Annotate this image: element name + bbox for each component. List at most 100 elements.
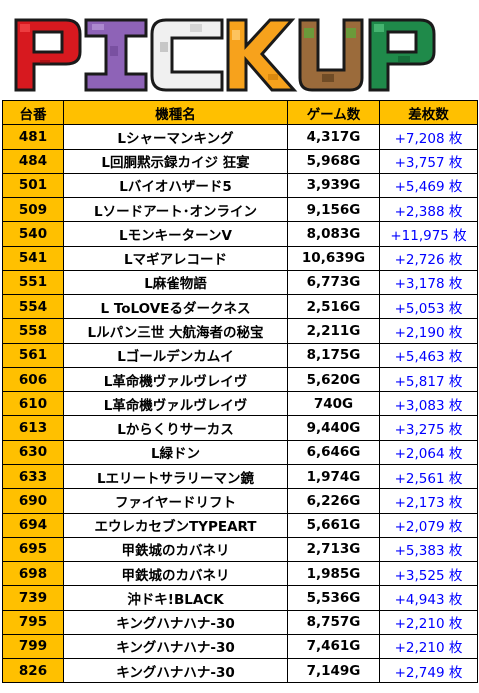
table-row: 695 甲鉄城のカバネリ 2,713G +5,383 枚 [2, 536, 478, 563]
machine-number-cell: 606 [2, 366, 64, 393]
game-count-cell: 5,620G [287, 366, 380, 393]
table-header-row: 台番 機種名 ゲーム数 差枚数 [2, 99, 478, 126]
header-machine-number: 台番 [2, 99, 64, 126]
machine-number-cell: 690 [2, 488, 64, 514]
coin-difference-cell: +11,975 枚 [379, 221, 478, 247]
table-row: 694 エウレカセブンTYPEART 5,661G +2,079 枚 [2, 512, 478, 538]
game-count-cell: 1,974G [287, 463, 380, 490]
model-name-cell: キングハナハナ-30 [63, 658, 288, 684]
game-count-cell: 9,440G [287, 415, 380, 441]
machine-number-cell: 795 [2, 609, 64, 635]
game-count-cell: 9,156G [287, 197, 380, 223]
game-count-cell: 8,175G [287, 342, 380, 368]
machine-number-cell: 799 [2, 633, 64, 660]
table-row: 558 Lルパン三世 大航海者の秘宝 2,211G +2,190 枚 [2, 318, 478, 344]
game-count-cell: 5,536G [287, 585, 380, 611]
game-count-cell: 8,757G [287, 609, 380, 635]
game-count-cell: 6,773G [287, 269, 380, 296]
model-name-cell: Lバイオハザード5 [63, 172, 288, 199]
coin-difference-cell: +5,469 枚 [379, 172, 478, 199]
table-row: 630 L緑ドン 6,646G +2,064 枚 [2, 439, 478, 465]
table-row: 540 LモンキーターンV 8,083G +11,975 枚 [2, 221, 478, 247]
model-name-cell: キングハナハナ-30 [63, 633, 288, 660]
banner-letter-u-brown [298, 18, 364, 92]
coin-difference-cell: +3,757 枚 [379, 148, 478, 174]
machine-number-cell: 484 [2, 148, 64, 174]
table-row: 690 ファイヤードリフト 6,226G +2,173 枚 [2, 488, 478, 514]
machine-number-cell: 826 [2, 658, 64, 684]
table-row: 554 L ToLOVEるダークネス 2,516G +5,053 枚 [2, 294, 478, 320]
table-row: 799 キングハナハナ-30 7,461G +2,210 枚 [2, 633, 478, 660]
machine-number-cell: 554 [2, 294, 64, 320]
coin-difference-cell: +5,817 枚 [379, 366, 478, 393]
table-row: 509 Lソードアート･オンライン 9,156G +2,388 枚 [2, 197, 478, 223]
machine-number-cell: 630 [2, 439, 64, 465]
table-row: 484 L回胴黙示録カイジ 狂宴 5,968G +3,757 枚 [2, 148, 478, 174]
table-row: 501 Lバイオハザード5 3,939G +5,469 枚 [2, 172, 478, 199]
table-row: 698 甲鉄城のカバネリ 1,985G +3,525 枚 [2, 561, 478, 587]
machine-number-cell: 698 [2, 561, 64, 587]
header-game-count: ゲーム数 [287, 99, 380, 126]
model-name-cell: L緑ドン [63, 439, 288, 465]
game-count-cell: 7,149G [287, 658, 380, 684]
model-name-cell: L回胴黙示録カイジ 狂宴 [63, 148, 288, 174]
pickup-banner: PICKUP [0, 0, 479, 100]
header-model-name: 機種名 [63, 99, 288, 126]
table-row: 739 沖ドキ!BLACK 5,536G +4,943 枚 [2, 585, 478, 611]
coin-difference-cell: +2,388 枚 [379, 197, 478, 223]
model-name-cell: L麻雀物語 [63, 269, 288, 296]
game-count-cell: 7,461G [287, 633, 380, 660]
model-name-cell: ファイヤードリフト [63, 488, 288, 514]
machine-number-cell: 541 [2, 245, 64, 271]
coin-difference-cell: +2,173 枚 [379, 488, 478, 514]
game-count-cell: 4,317G [287, 124, 380, 150]
banner-letter-p-green [368, 18, 436, 92]
machine-number-cell: 540 [2, 221, 64, 247]
machine-number-cell: 633 [2, 463, 64, 490]
model-name-cell: エウレカセブンTYPEART [63, 512, 288, 538]
model-name-cell: 甲鉄城のカバネリ [63, 561, 288, 587]
game-count-cell: 5,968G [287, 148, 380, 174]
table-row: 541 Lマギアレコード 10,639G +2,726 枚 [2, 245, 478, 271]
table-row: 633 Lエリートサラリーマン鏡 1,974G +2,561 枚 [2, 463, 478, 490]
coin-difference-cell: +3,178 枚 [379, 269, 478, 296]
coin-difference-cell: +2,210 枚 [379, 633, 478, 660]
machine-number-cell: 501 [2, 172, 64, 199]
game-count-cell: 1,985G [287, 561, 380, 587]
table-row: 826 キングハナハナ-30 7,149G +2,749 枚 [2, 658, 478, 684]
coin-difference-cell: +7,208 枚 [379, 124, 478, 150]
game-count-cell: 6,646G [287, 439, 380, 465]
header-coin-difference: 差枚数 [379, 99, 478, 126]
table-row: 795 キングハナハナ-30 8,757G +2,210 枚 [2, 609, 478, 635]
game-count-cell: 5,661G [287, 512, 380, 538]
model-name-cell: LモンキーターンV [63, 221, 288, 247]
pickup-table: 台番 機種名 ゲーム数 差枚数 481 Lシャーマンキング 4,317G +7,… [2, 99, 478, 684]
coin-difference-cell: +2,190 枚 [379, 318, 478, 344]
table-row: 613 Lからくりサーカス 9,440G +3,275 枚 [2, 415, 478, 441]
game-count-cell: 3,939G [287, 172, 380, 199]
machine-number-cell: 610 [2, 391, 64, 417]
model-name-cell: Lルパン三世 大航海者の秘宝 [63, 318, 288, 344]
game-count-cell: 10,639G [287, 245, 380, 271]
game-count-cell: 740G [287, 391, 380, 417]
table-row: 610 L革命機ヴァルヴレイヴ 740G +3,083 枚 [2, 391, 478, 417]
coin-difference-cell: +2,749 枚 [379, 658, 478, 684]
coin-difference-cell: +2,079 枚 [379, 512, 478, 538]
machine-number-cell: 739 [2, 585, 64, 611]
model-name-cell: Lマギアレコード [63, 245, 288, 271]
banner-letter-p-red [14, 18, 82, 92]
machine-number-cell: 561 [2, 342, 64, 368]
coin-difference-cell: +5,383 枚 [379, 536, 478, 563]
model-name-cell: Lからくりサーカス [63, 415, 288, 441]
game-count-cell: 2,516G [287, 294, 380, 320]
machine-number-cell: 695 [2, 536, 64, 563]
coin-difference-cell: +3,525 枚 [379, 561, 478, 587]
machine-number-cell: 558 [2, 318, 64, 344]
table-row: 481 Lシャーマンキング 4,317G +7,208 枚 [2, 124, 478, 150]
game-count-cell: 6,226G [287, 488, 380, 514]
coin-difference-cell: +3,083 枚 [379, 391, 478, 417]
model-name-cell: Lシャーマンキング [63, 124, 288, 150]
game-count-cell: 2,211G [287, 318, 380, 344]
coin-difference-cell: +5,053 枚 [379, 294, 478, 320]
model-name-cell: L ToLOVEるダークネス [63, 294, 288, 320]
